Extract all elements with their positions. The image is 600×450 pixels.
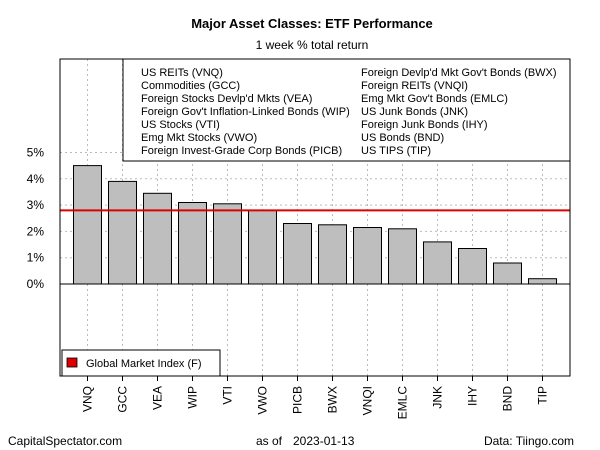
footer-source-right: Data: Tiingo.com bbox=[484, 434, 574, 448]
x-tick-label-vnq: VNQ bbox=[81, 386, 95, 412]
x-tick-label-jnk: JNK bbox=[431, 386, 445, 409]
bar-jnk bbox=[423, 241, 452, 285]
bar-vea bbox=[143, 192, 172, 285]
x-tick-label-bwx: BWX bbox=[326, 386, 340, 413]
x-tick-label-gcc: GCC bbox=[116, 386, 130, 413]
footer-date: 2023-01-13 bbox=[293, 434, 355, 448]
x-tick-label-ihy: IHY bbox=[466, 386, 480, 406]
x-axis: VNQ GCC VEA WIP VTI VWO PICB BWX VNQI EMLC JNK IHY B… bbox=[81, 376, 550, 419]
bar-tip bbox=[528, 278, 557, 285]
footer-source-left: CapitalSpectator.com bbox=[8, 434, 122, 448]
legend-item-13: US TIPS (TIP) bbox=[361, 145, 431, 157]
bar-vwo bbox=[248, 209, 277, 285]
legend-item-8: Foreign REITs (VNQI) bbox=[361, 80, 468, 92]
legend-item-9: Emg Mkt Gov't Bonds (EMLC) bbox=[361, 93, 508, 105]
legend-item-2: Foreign Stocks Devlp'd Mkts (VEA) bbox=[141, 93, 312, 105]
y-tick-label-2: 2% bbox=[27, 224, 45, 238]
bar-wip bbox=[178, 202, 207, 285]
legend-item-5: Emg Mkt Stocks (VWO) bbox=[141, 132, 257, 144]
bars bbox=[73, 165, 557, 285]
bar-bnd bbox=[493, 262, 522, 285]
x-tick-label-picb: PICB bbox=[291, 386, 305, 414]
legend-item-10: US Junk Bonds (JNK) bbox=[361, 106, 468, 118]
x-tick-label-bnd: BND bbox=[501, 386, 515, 412]
bar-bwx bbox=[318, 224, 347, 285]
legend-item-6: Foreign Invest-Grade Corp Bonds (PICB) bbox=[141, 145, 342, 157]
x-tick-label-vea: VEA bbox=[151, 386, 165, 410]
x-tick-label-vnqi: VNQI bbox=[361, 386, 375, 415]
footer-as-of-label: as of bbox=[256, 434, 283, 448]
bar-vnqi bbox=[353, 227, 382, 285]
y-tick-label-3: 3% bbox=[27, 198, 45, 212]
bar-ihy bbox=[458, 248, 487, 285]
y-tick-label-1: 1% bbox=[27, 251, 45, 265]
legend-item-12: US Bonds (BND) bbox=[361, 132, 444, 144]
bar-vnq bbox=[73, 165, 102, 285]
x-tick-label-emlc: EMLC bbox=[396, 386, 410, 420]
reference-legend-swatch bbox=[66, 357, 78, 368]
y-tick-label-0: 0% bbox=[27, 277, 45, 291]
legend-item-4: US Stocks (VTI) bbox=[141, 119, 220, 131]
chart-subtitle: 1 week % total return bbox=[256, 38, 369, 52]
bar-emlc bbox=[388, 228, 417, 285]
legend-item-3: Foreign Gov't Inflation-Linked Bonds (WI… bbox=[141, 106, 350, 118]
bar-gcc bbox=[108, 180, 137, 285]
bar-picb bbox=[283, 223, 312, 285]
x-tick-label-vti: VTI bbox=[221, 386, 235, 405]
bar-vti bbox=[213, 203, 242, 285]
legend-item-0: US REITs (VNQ) bbox=[141, 67, 223, 79]
legend-item-11: Foreign Junk Bonds (IHY) bbox=[361, 119, 488, 131]
reference-legend: Global Market Index (F) bbox=[61, 349, 221, 377]
legend-box: US REITs (VNQ)Commodities (GCC)Foreign S… bbox=[122, 58, 571, 162]
y-tick-label-4: 4% bbox=[27, 172, 45, 186]
reference-legend-label: Global Market Index (F) bbox=[86, 358, 202, 370]
y-tick-label-5: 5% bbox=[27, 146, 45, 160]
x-tick-label-vwo: VWO bbox=[256, 386, 270, 415]
legend-item-1: Commodities (GCC) bbox=[141, 80, 240, 92]
y-axis: 0% 1% 2% 3% 4% 5% bbox=[27, 146, 45, 292]
x-tick-label-tip: TIP bbox=[536, 386, 550, 405]
chart-title: Major Asset Classes: ETF Performance bbox=[191, 16, 433, 31]
legend-item-7: Foreign Devlp'd Mkt Gov't Bonds (BWX) bbox=[361, 67, 557, 79]
x-tick-label-wip: WIP bbox=[186, 386, 200, 409]
plot-frame bbox=[59, 58, 571, 377]
